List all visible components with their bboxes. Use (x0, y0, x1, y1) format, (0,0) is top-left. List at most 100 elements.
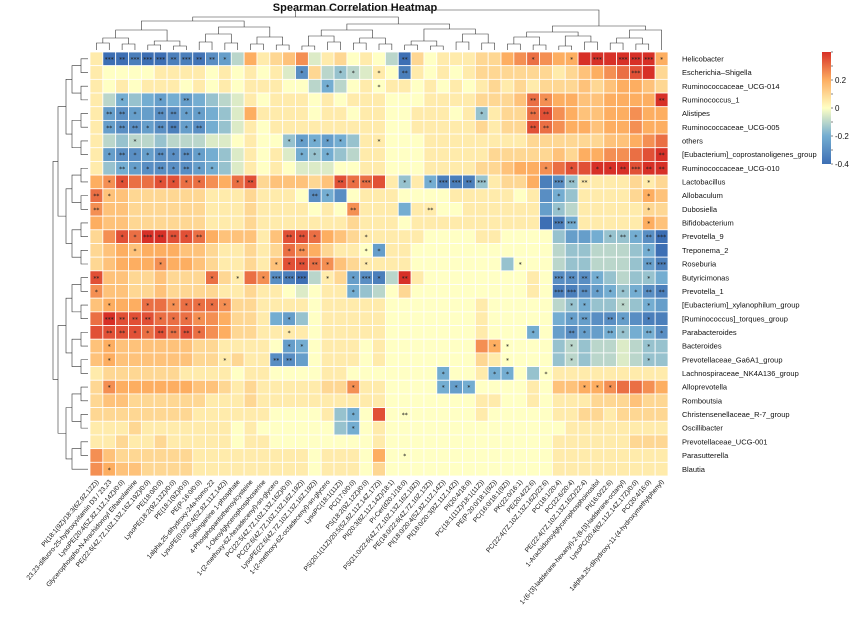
heatmap-cell (205, 229, 219, 244)
heatmap-cell (410, 78, 425, 94)
heatmap-cell (115, 65, 129, 80)
significance-star: * (352, 289, 355, 296)
heatmap-cell (89, 119, 104, 135)
heatmap-cell (500, 106, 515, 121)
column-labels: PI(18:1(9Z)/18:3(6Z,9Z,12Z))23,23-difluo… (26, 478, 666, 606)
significance-star: ** (196, 234, 202, 241)
heatmap-cell (282, 407, 296, 422)
heatmap-cell (590, 106, 605, 121)
dendrogram-branch (80, 140, 88, 155)
heatmap-cell (205, 325, 219, 340)
heatmap-cell (629, 448, 643, 463)
heatmap-cell (410, 461, 425, 477)
heatmap-cell (140, 202, 155, 217)
heatmap-cell (333, 311, 348, 326)
significance-star: * (121, 97, 124, 104)
heatmap-cell (205, 461, 219, 477)
heatmap-cell (590, 407, 605, 422)
heatmap-cell (436, 256, 451, 272)
significance-star: * (326, 84, 329, 91)
dendrogram-branch (121, 43, 136, 50)
heatmap-cell (153, 393, 168, 409)
row-label: Allobaculum (682, 191, 723, 200)
heatmap-cell (397, 133, 412, 149)
heatmap-cell (230, 461, 245, 477)
heatmap-cell (89, 366, 104, 381)
heatmap-cell (346, 448, 361, 463)
heatmap-cell (487, 325, 502, 340)
heatmap-cell (320, 407, 335, 422)
heatmap-cell (179, 338, 194, 354)
heatmap-cell (359, 65, 373, 80)
heatmap-cell (629, 119, 643, 135)
heatmap-cell (282, 448, 296, 463)
significance-star: * (378, 70, 381, 77)
heatmap-cell (89, 393, 104, 409)
heatmap-cell (166, 393, 181, 409)
heatmap-cell (256, 379, 271, 395)
heatmap-cell (218, 202, 232, 217)
heatmap-cell (192, 270, 206, 285)
heatmap-cell (487, 352, 502, 367)
heatmap-cell (243, 215, 258, 231)
heatmap-cell (295, 188, 309, 203)
heatmap-cell (603, 119, 618, 135)
significance-star: * (544, 97, 547, 104)
chart-title: Spearman Correlation Heatmap (273, 2, 438, 14)
heatmap-cell (243, 188, 258, 203)
heatmap-cell (153, 215, 168, 231)
significance-star: ** (119, 56, 125, 63)
significance-star: ** (543, 125, 549, 132)
heatmap-cell (346, 311, 361, 326)
heatmap-cell (256, 256, 271, 272)
heatmap-cell (205, 147, 219, 162)
heatmap-cell (539, 51, 553, 67)
heatmap-cell (423, 393, 438, 409)
heatmap-cell (487, 202, 502, 217)
heatmap-cell (526, 188, 540, 203)
significance-star: * (647, 316, 650, 323)
heatmap-cell (385, 352, 399, 367)
heatmap-cell (359, 188, 373, 203)
heatmap-cell (333, 78, 348, 94)
heatmap-cell (513, 338, 528, 354)
heatmap-cell (385, 366, 399, 381)
heatmap-cell (577, 393, 592, 409)
heatmap-cell (526, 78, 540, 94)
dendrogram-branch (80, 195, 88, 210)
heatmap-cell (282, 106, 296, 121)
heatmap-cell (140, 434, 155, 450)
heatmap-cell (192, 215, 206, 231)
heatmap-cell (205, 311, 219, 326)
heatmap-cell (385, 119, 399, 135)
heatmap-cell (320, 202, 335, 217)
heatmap-cell (462, 434, 476, 450)
heatmap-cell (410, 133, 425, 149)
heatmap-cell (205, 78, 219, 94)
heatmap-cell (243, 420, 258, 436)
heatmap-cell (385, 311, 399, 326)
heatmap-cell (552, 78, 566, 94)
heatmap-cell (487, 256, 502, 272)
heatmap-cell (500, 92, 515, 108)
heatmap-cell (500, 78, 515, 94)
significance-star: *** (567, 289, 576, 296)
heatmap-cell (641, 78, 656, 94)
heatmap-cell (500, 256, 515, 272)
heatmap-cell (295, 407, 309, 422)
heatmap-cell (539, 147, 553, 162)
heatmap-cell (115, 215, 129, 231)
heatmap-cell (629, 78, 643, 94)
heatmap-cell (385, 420, 399, 436)
heatmap-cell (577, 78, 592, 94)
heatmap-cell (243, 202, 258, 217)
dendrogram-branch (532, 44, 547, 50)
heatmap-cell (513, 215, 528, 231)
heatmap-cell (102, 448, 117, 463)
significance-star: * (622, 303, 625, 310)
heatmap-cell (385, 65, 399, 80)
significance-star: * (288, 139, 291, 146)
heatmap-cell (629, 420, 643, 436)
heatmap-cell (577, 147, 592, 162)
significance-star: * (211, 275, 214, 282)
